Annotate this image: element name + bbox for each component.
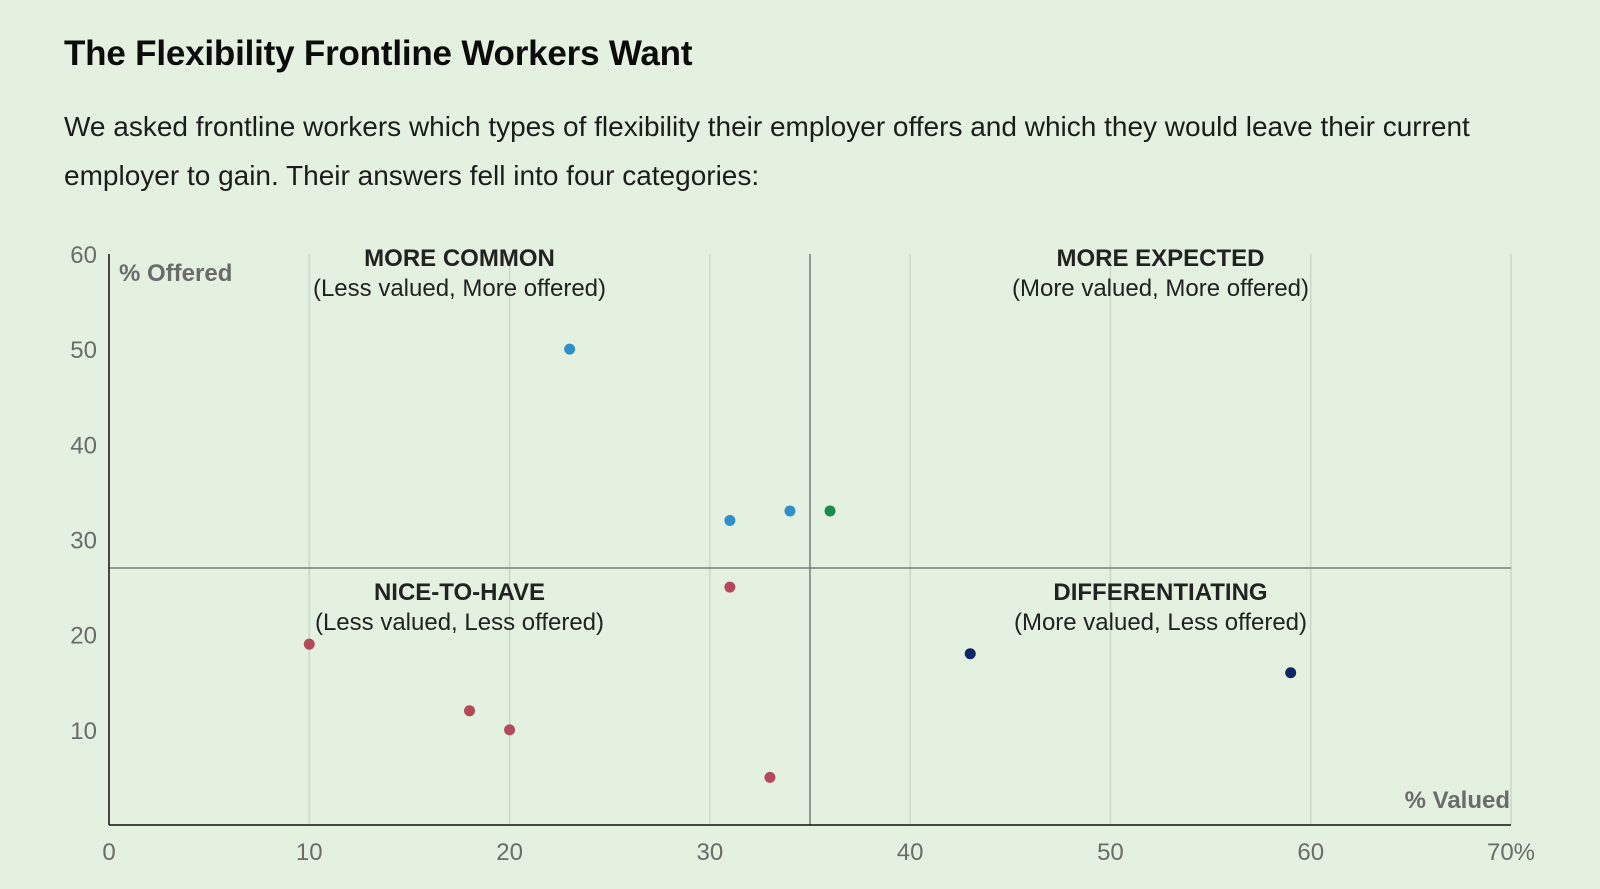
- chart-title: The Flexibility Frontline Workers Want: [64, 34, 693, 73]
- x-tick-label: 20: [496, 839, 523, 866]
- x-tick-label: 60: [1297, 839, 1324, 866]
- quadrant-subtitle: (Less valued, Less offered): [315, 609, 604, 636]
- quadrant-title: MORE COMMON: [364, 245, 555, 272]
- quadrant-subtitle: (More valued, More offered): [1012, 275, 1309, 302]
- quadrant-title: MORE EXPECTED: [1056, 245, 1264, 272]
- x-tick-label: 0: [102, 839, 115, 866]
- data-point: [784, 505, 796, 517]
- y-tick-label: 50: [70, 337, 97, 364]
- x-tick-label: 50: [1097, 839, 1124, 866]
- y-tick-label: 20: [70, 623, 97, 650]
- x-tick-label: 30: [697, 839, 724, 866]
- data-point: [303, 638, 315, 650]
- data-point: [724, 581, 736, 593]
- gridlines: [308, 254, 1512, 825]
- quadrant-subtitle: (More valued, Less offered): [1014, 609, 1307, 636]
- data-point: [464, 705, 476, 717]
- y-tick-label: 40: [70, 432, 97, 459]
- data-point: [764, 771, 776, 783]
- axes: [108, 254, 1511, 826]
- x-tick-label: 10: [296, 839, 323, 866]
- tick-labels: 0 10 20 30 40 50 60 70% 10 20 30 40 50 60: [70, 242, 1535, 866]
- data-point: [564, 343, 576, 355]
- quadrant-labels: MORE COMMON (Less valued, More offered) MO…: [313, 245, 1309, 636]
- y-tick-label: 30: [70, 528, 97, 555]
- data-point: [1285, 667, 1297, 679]
- data-points: [303, 343, 1297, 783]
- data-point: [504, 724, 516, 736]
- chart-subtitle: We asked frontline workers which types o…: [64, 111, 1470, 191]
- quadrant-title: NICE-TO-HAVE: [374, 579, 545, 606]
- quadrant-title: DIFFERENTIATING: [1053, 579, 1267, 606]
- y-tick-label: 10: [70, 718, 97, 745]
- data-point: [724, 514, 736, 526]
- y-tick-label: 60: [70, 242, 97, 269]
- quadrant-dividers: [109, 254, 1511, 825]
- data-point: [964, 648, 976, 660]
- x-tick-label: 70%: [1487, 839, 1535, 866]
- x-axis-title: % Valued: [1405, 787, 1510, 814]
- x-tick-label: 40: [897, 839, 924, 866]
- y-axis-title: % Offered: [119, 260, 232, 287]
- quadrant-subtitle: (Less valued, More offered): [313, 275, 606, 302]
- data-point: [824, 505, 836, 517]
